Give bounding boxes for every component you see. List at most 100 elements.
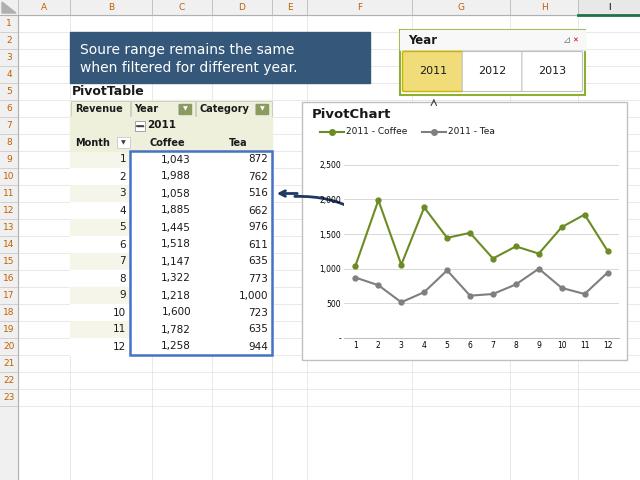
Bar (130, 304, 272, 321)
Text: PivotChart: PivotChart (312, 108, 392, 121)
Text: 19: 19 (3, 325, 15, 334)
Text: H: H (541, 3, 547, 12)
Text: 944: 944 (248, 341, 268, 351)
Bar (70, 32, 370, 83)
Bar (135, 120, 145, 131)
Text: 20: 20 (3, 342, 15, 351)
Bar (130, 338, 272, 355)
Polygon shape (2, 2, 16, 13)
Text: 8: 8 (6, 138, 12, 147)
Text: Soure range remains the same: Soure range remains the same (80, 43, 294, 57)
FancyBboxPatch shape (195, 100, 271, 117)
Bar (256, 104, 268, 113)
Text: 1,988: 1,988 (161, 171, 191, 181)
Text: 5: 5 (6, 87, 12, 96)
Bar (130, 236, 272, 253)
Text: 1,218: 1,218 (161, 290, 191, 300)
Text: C: C (179, 3, 185, 12)
Text: 9: 9 (120, 290, 126, 300)
Text: Year: Year (408, 34, 437, 47)
Text: 1,000: 1,000 (239, 290, 268, 300)
Bar (179, 104, 191, 113)
Text: Tea: Tea (229, 137, 248, 147)
Bar (70, 287, 130, 304)
Text: Year: Year (134, 104, 158, 113)
FancyBboxPatch shape (131, 100, 195, 117)
Bar (70, 304, 130, 321)
Text: 17: 17 (3, 291, 15, 300)
Text: PivotTable: PivotTable (72, 85, 145, 98)
Text: 723: 723 (248, 308, 268, 317)
Bar (130, 270, 272, 287)
Text: 2011: 2011 (419, 67, 447, 76)
Bar (70, 185, 130, 202)
Text: 22: 22 (3, 376, 15, 385)
Bar (0, 0, 640, 15)
Text: 21: 21 (3, 359, 15, 368)
Text: 516: 516 (248, 189, 268, 199)
Text: 762: 762 (248, 171, 268, 181)
Text: G: G (458, 3, 465, 12)
Text: 12: 12 (113, 341, 126, 351)
Text: ✕: ✕ (572, 37, 578, 43)
Text: 1,518: 1,518 (161, 240, 191, 250)
Bar (70, 253, 130, 270)
FancyBboxPatch shape (400, 30, 585, 95)
Text: 11: 11 (3, 189, 15, 198)
Text: 14: 14 (3, 240, 15, 249)
FancyBboxPatch shape (403, 51, 463, 92)
Text: 7: 7 (120, 256, 126, 266)
Text: 9: 9 (6, 155, 12, 164)
Text: 2: 2 (6, 36, 12, 45)
FancyBboxPatch shape (135, 120, 145, 131)
Text: 1,258: 1,258 (161, 341, 191, 351)
Text: 1: 1 (120, 155, 126, 165)
Text: 10: 10 (3, 172, 15, 181)
FancyBboxPatch shape (522, 51, 582, 92)
Text: 1,885: 1,885 (161, 205, 191, 216)
Text: ▼: ▼ (182, 106, 188, 111)
Text: 662: 662 (248, 205, 268, 216)
Text: 12: 12 (3, 206, 15, 215)
Bar (70, 134, 272, 151)
Bar (578, 0, 640, 15)
Text: A: A (41, 3, 47, 12)
Text: Revenue: Revenue (75, 104, 123, 113)
Text: 1,322: 1,322 (161, 274, 191, 284)
Text: 8: 8 (120, 274, 126, 284)
Text: 2011 - Tea: 2011 - Tea (448, 128, 495, 136)
Text: 2013: 2013 (538, 67, 566, 76)
Text: 2011 - Coffee: 2011 - Coffee (346, 128, 408, 136)
Text: 15: 15 (3, 257, 15, 266)
Bar (70, 321, 130, 338)
Bar (130, 219, 272, 236)
Bar (130, 168, 272, 185)
FancyBboxPatch shape (70, 100, 129, 117)
Text: when filtered for different year.: when filtered for different year. (80, 60, 298, 75)
Text: 635: 635 (248, 256, 268, 266)
Text: ▼: ▼ (260, 106, 264, 111)
Text: 1,058: 1,058 (161, 189, 191, 199)
Text: E: E (287, 3, 292, 12)
FancyBboxPatch shape (462, 51, 523, 92)
Bar (130, 287, 272, 304)
Bar (70, 338, 130, 355)
Text: 635: 635 (248, 324, 268, 335)
Text: 1,782: 1,782 (161, 324, 191, 335)
Bar (130, 202, 272, 219)
Text: 10: 10 (113, 308, 126, 317)
Text: 23: 23 (3, 393, 15, 402)
Text: 2012: 2012 (478, 67, 507, 76)
Text: 6: 6 (120, 240, 126, 250)
Text: B: B (108, 3, 114, 12)
Text: 3: 3 (120, 189, 126, 199)
Text: 2: 2 (120, 171, 126, 181)
Text: 11: 11 (113, 324, 126, 335)
Text: ⊿: ⊿ (563, 35, 571, 45)
Text: 16: 16 (3, 274, 15, 283)
Text: Month: Month (75, 137, 110, 147)
Text: Coffee: Coffee (150, 137, 186, 147)
Text: 18: 18 (3, 308, 15, 317)
Text: D: D (239, 3, 245, 12)
Bar (70, 219, 130, 236)
